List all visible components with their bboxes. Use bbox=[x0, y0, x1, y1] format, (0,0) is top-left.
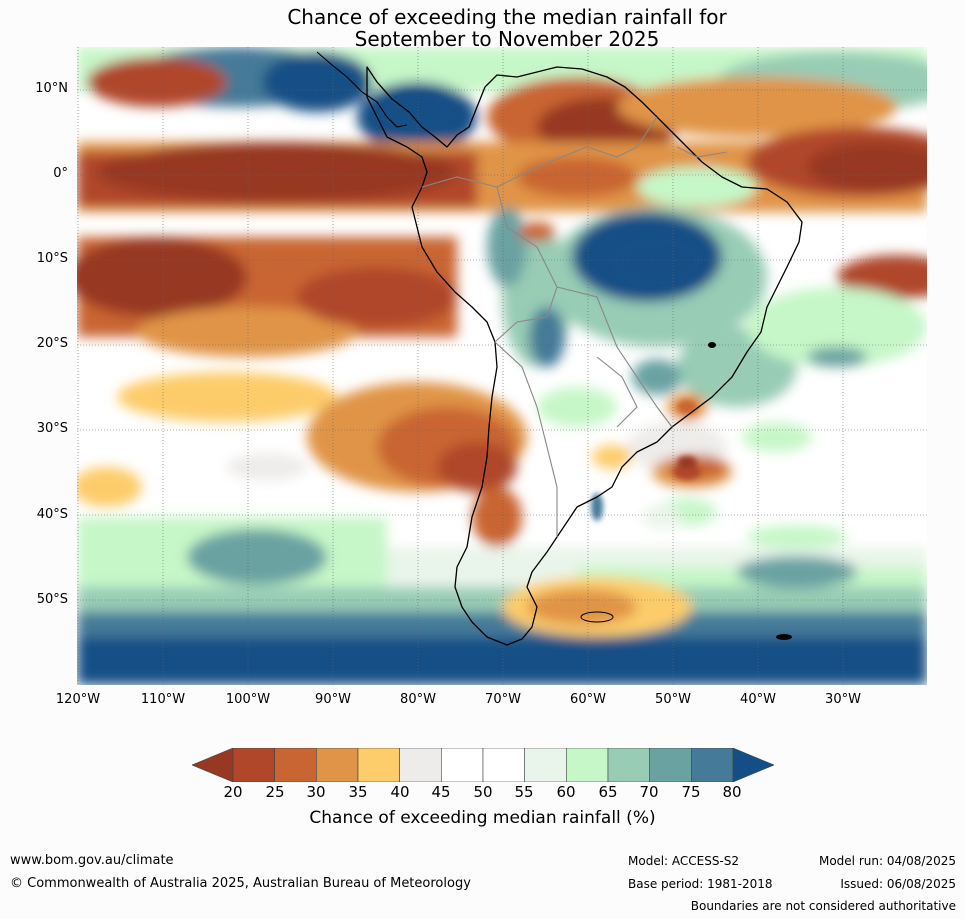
issued-date: Issued: 06/08/2025 bbox=[840, 877, 956, 891]
colorbar-bin bbox=[441, 748, 484, 782]
colorbar bbox=[192, 748, 774, 782]
lon-label-30w: 30°W bbox=[825, 692, 861, 707]
colorbar-arrow-low bbox=[192, 748, 234, 782]
colorbar-bin bbox=[691, 748, 734, 782]
colorbar-bin bbox=[399, 748, 442, 782]
colorbar-bin bbox=[566, 748, 609, 782]
lon-label-50w: 50°W bbox=[655, 692, 691, 707]
colorbar-tick-45: 45 bbox=[431, 783, 451, 801]
lon-label-120w: 120°W bbox=[55, 692, 101, 707]
colorbar-tick-35: 35 bbox=[348, 783, 368, 801]
lon-label-110w: 110°W bbox=[140, 692, 186, 707]
colorbar-bin bbox=[357, 748, 400, 782]
colorbar-tick-70: 70 bbox=[639, 783, 659, 801]
colorbar-bin bbox=[649, 748, 692, 782]
colorbar-bin bbox=[482, 748, 525, 782]
lat-label-10s: 10°S bbox=[36, 251, 68, 266]
map-title-line-1: Chance of exceeding the median rainfall … bbox=[287, 5, 727, 29]
country-borders bbox=[421, 116, 728, 537]
colorbar-bin bbox=[524, 748, 567, 782]
south-america-coastline bbox=[366, 66, 803, 646]
lon-label-60w: 60°W bbox=[570, 692, 606, 707]
rainfall-map bbox=[77, 47, 927, 685]
colorbar-bin bbox=[232, 748, 275, 782]
lat-label-50s: 50°S bbox=[36, 592, 68, 607]
graticule bbox=[77, 47, 927, 685]
colorbar-label: Chance of exceeding median rainfall (%) bbox=[309, 808, 656, 828]
lon-label-40w: 40°W bbox=[740, 692, 776, 707]
colorbar-tick-50: 50 bbox=[473, 783, 493, 801]
boundaries-disclaimer: Boundaries are not considered authoritat… bbox=[690, 899, 956, 913]
map-title-line-2: September to November 2025 bbox=[354, 27, 660, 51]
lat-label-40s: 40°S bbox=[36, 507, 68, 522]
lon-label-100w: 100°W bbox=[225, 692, 271, 707]
base-period: Base period: 1981-2018 bbox=[628, 877, 773, 891]
colorbar-bin bbox=[274, 748, 317, 782]
colorbar-tick-30: 30 bbox=[306, 783, 326, 801]
lon-label-90w: 90°W bbox=[315, 692, 351, 707]
colorbar-bin bbox=[607, 748, 650, 782]
model-name: Model: ACCESS-S2 bbox=[628, 854, 740, 868]
colorbar-arrow-high bbox=[732, 748, 774, 782]
colorbar-bin bbox=[316, 748, 359, 782]
lat-label-0: 0° bbox=[53, 166, 68, 181]
copyright-text: © Commonwealth of Australia 2025, Austra… bbox=[10, 876, 471, 891]
lon-label-80w: 80°W bbox=[400, 692, 436, 707]
colorbar-tick-80: 80 bbox=[722, 783, 742, 801]
lon-label-70w: 70°W bbox=[485, 692, 521, 707]
colorbar-tick-60: 60 bbox=[556, 783, 576, 801]
colorbar-tick-75: 75 bbox=[681, 783, 701, 801]
model-run-date: Model run: 04/08/2025 bbox=[818, 854, 956, 868]
colorbar-tick-25: 25 bbox=[265, 783, 285, 801]
colorbar-tick-65: 65 bbox=[598, 783, 618, 801]
lat-label-20s: 20°S bbox=[36, 336, 68, 351]
rainfall-field bbox=[77, 47, 927, 685]
colorbar-tick-20: 20 bbox=[223, 783, 243, 801]
lat-label-30s: 30°S bbox=[36, 421, 68, 436]
colorbar-tick-55: 55 bbox=[514, 783, 534, 801]
bom-website-link[interactable]: www.bom.gov.au/climate bbox=[10, 853, 174, 868]
colorbar-tick-40: 40 bbox=[390, 783, 410, 801]
lat-label-10n: 10°N bbox=[35, 81, 68, 96]
